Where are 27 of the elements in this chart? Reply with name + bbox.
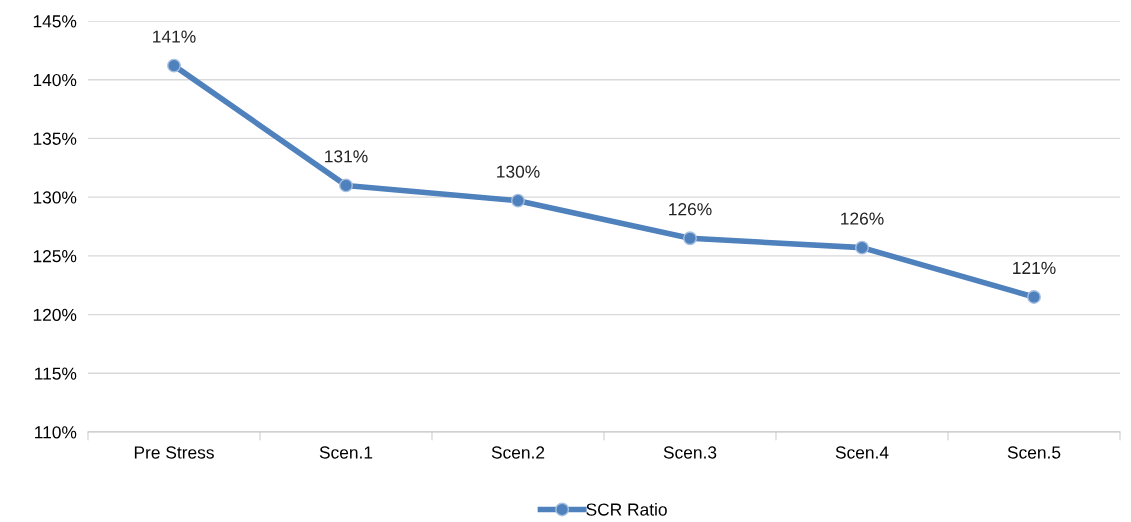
point (511, 193, 525, 208)
x-tick-label: Scen.1 (319, 446, 373, 459)
y-tick-label: 130% (33, 191, 77, 204)
y-tick-label: 120% (33, 308, 77, 322)
y-tick-label: 110% (35, 426, 77, 439)
y-tick-label: 135% (33, 132, 77, 145)
x-tick-label: Scen.5 (1007, 446, 1061, 459)
data-label: 121% (1013, 261, 1056, 275)
x-tick-label: Pre Stress (134, 446, 214, 459)
data-label: 126% (841, 212, 884, 225)
point (339, 178, 353, 193)
point (683, 231, 697, 246)
point (855, 240, 869, 255)
y-tick-label: 115% (35, 367, 77, 380)
data-label: 141% (153, 30, 196, 43)
point (1027, 290, 1041, 304)
y-tick-label: 125% (33, 250, 77, 263)
legend-label: SCR Ratio (586, 502, 667, 516)
x-tick-label: Scen.2 (491, 446, 545, 459)
y-tick-label: 145% (33, 15, 77, 28)
x-tick-label: Scen.3 (663, 446, 717, 459)
data-label: 130% (497, 165, 540, 178)
point (167, 58, 181, 73)
y-tick-label: 140% (33, 73, 77, 87)
data-label: 126% (669, 203, 712, 216)
data-label: 131% (325, 150, 368, 163)
x-tick-label: Scen.4 (835, 446, 889, 459)
